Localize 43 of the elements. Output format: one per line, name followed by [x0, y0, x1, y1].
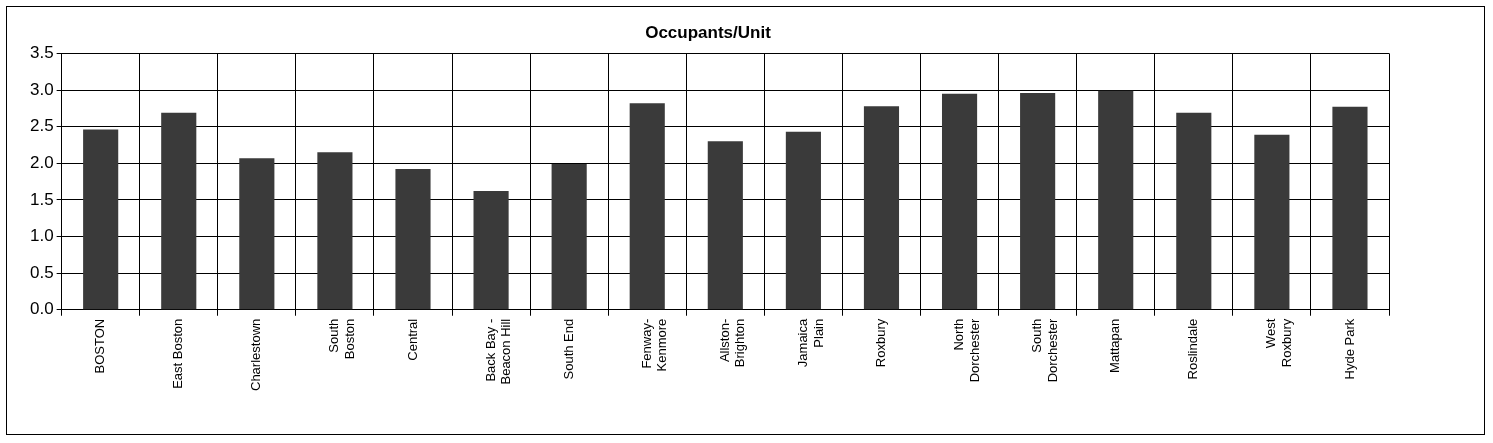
x-tick-label: Roxbury: [873, 318, 889, 368]
x-tick-label: Jamaica Plain: [794, 317, 826, 368]
y-tick-label: 3.5: [29, 43, 54, 63]
x-tick-label: East Boston: [170, 318, 186, 389]
x-tick-label: Fenway-Kenmore: [638, 318, 670, 372]
bar: [83, 129, 119, 310]
x-tick-label: Mattapan: [1107, 318, 1123, 373]
bar: [239, 158, 275, 310]
x-tick-label: South End: [560, 318, 576, 380]
bar: [317, 152, 353, 310]
bar: [707, 141, 743, 310]
bar: [1176, 112, 1212, 310]
bar: [161, 112, 197, 310]
x-tick-label: Roslindale: [1185, 318, 1201, 380]
x-tick-label: Hyde Park: [1341, 318, 1357, 380]
x-tick-label: Central: [404, 318, 420, 361]
x-tick-label: BOSTON: [92, 318, 108, 374]
bar: [473, 191, 509, 310]
bar: [1098, 90, 1134, 310]
y-tick-label: 3.0: [29, 79, 54, 99]
y-tick-label: 2.5: [29, 116, 54, 136]
y-tick-label: 1.5: [29, 189, 54, 209]
y-tick-label: 1.0: [29, 226, 54, 246]
chart-title: Occupants/Unit: [645, 22, 772, 42]
x-tick-label: North Dorchester: [951, 318, 982, 383]
x-tick-label: South Boston: [326, 318, 358, 360]
x-tick-label: Charlestown: [248, 318, 264, 392]
x-tick-label: Back Bay - Beacon Hill: [482, 318, 514, 385]
bar: [863, 106, 900, 310]
y-tick-label: 0.0: [29, 299, 54, 319]
bar: [941, 93, 978, 310]
bar: [1020, 92, 1056, 310]
x-tick-label: West Roxbury: [1263, 318, 1295, 368]
bar: [395, 169, 431, 310]
bar: [1254, 134, 1290, 310]
bar: [1332, 106, 1368, 310]
x-tick-label: South Dorchester: [1029, 318, 1060, 383]
y-tick-label: 0.5: [29, 262, 54, 282]
x-tick-label: Allston-Brighton: [716, 318, 748, 368]
bar: [551, 163, 587, 310]
bar: [785, 131, 821, 310]
bar: [629, 103, 665, 310]
y-tick-label: 2.0: [29, 152, 54, 172]
